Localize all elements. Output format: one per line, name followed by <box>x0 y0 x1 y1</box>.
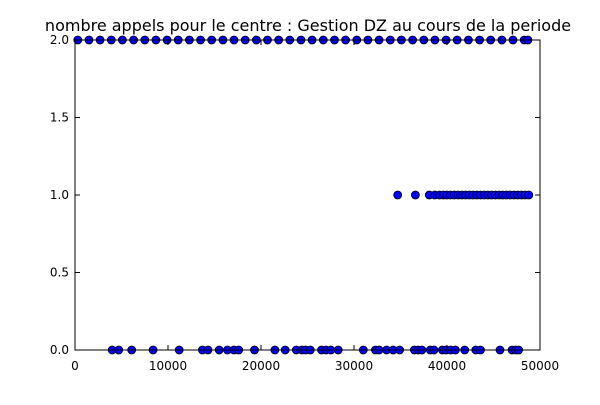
data-point <box>524 190 534 200</box>
x-tick-label: 30000 <box>335 359 373 373</box>
x-tick-label: 10000 <box>149 359 187 373</box>
x-tick-label: 0 <box>71 359 79 373</box>
points-layer <box>73 35 534 355</box>
data-point <box>393 190 403 200</box>
x-tick-label: 40000 <box>428 359 466 373</box>
chart-title: nombre appels pour le centre : Gestion D… <box>44 16 572 35</box>
y-tick-label: 1.5 <box>50 111 69 125</box>
ticks-layer: 0 10000 20000 30000 40000 50000 0.0 0.5 1.0 1.5 2.… <box>50 33 559 373</box>
y-tick-label: 2.0 <box>50 33 69 47</box>
y-tick-label: 0.0 <box>50 343 69 357</box>
data-point <box>410 190 420 200</box>
x-tick-label: 20000 <box>242 359 280 373</box>
y-tick-label: 0.5 <box>50 266 69 280</box>
x-tick-label: 50000 <box>521 359 559 373</box>
y-tick-label: 1.0 <box>50 188 69 202</box>
